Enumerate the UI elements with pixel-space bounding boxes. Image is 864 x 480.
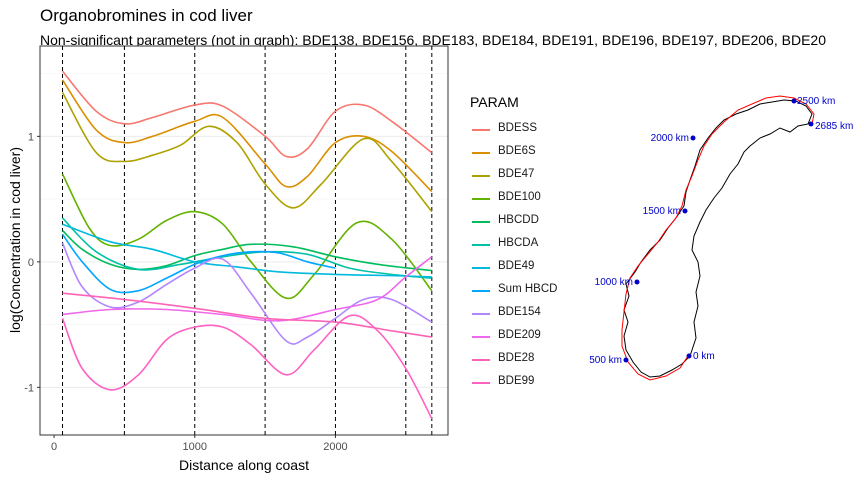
legend-swatch (472, 336, 490, 338)
series-line-bde99 (61, 314, 433, 420)
legend-item: BDE6S (470, 143, 600, 163)
legend-swatch (472, 267, 490, 269)
legend-swatch (472, 152, 490, 154)
series-line-bde100 (61, 173, 433, 300)
legend-label: BDE100 (498, 191, 541, 203)
legend-label: BDE49 (498, 260, 535, 272)
legend-label: HBCDA (498, 237, 539, 249)
legend-swatch (472, 382, 490, 384)
legend-label: BDE209 (498, 329, 541, 341)
series-line-bde154 (61, 242, 433, 345)
series-line-bde6s (61, 79, 433, 193)
y-axis: -1 0 1 (24, 131, 40, 394)
x-tick-label: 1000 (183, 441, 207, 453)
legend-item: BDE100 (470, 189, 600, 209)
legend-swatch (472, 198, 490, 200)
y-tick-label: -1 (24, 382, 34, 394)
legend-item: BDE49 (470, 258, 600, 278)
legend-label: BDE28 (498, 352, 535, 364)
series-line-hbcdd (61, 229, 432, 272)
x-tick-label: 0 (51, 441, 57, 453)
legend-label: BDE99 (498, 375, 535, 387)
x-axis: 0 1000 2000 (51, 435, 348, 453)
legend-item: BDE28 (470, 350, 600, 370)
legend-swatch (472, 359, 490, 361)
legend-item: HBCDD (470, 212, 600, 232)
series-line-bde47 (61, 92, 433, 213)
x-axis-title: Distance along coast (179, 457, 309, 473)
chart-subtitle: Non-significant parameters (not in graph… (40, 32, 826, 48)
series-line-bde49 (62, 223, 432, 278)
legend-title: PARAM (470, 94, 519, 110)
plot-panel (40, 46, 448, 435)
legend-swatch (472, 244, 490, 246)
series-line-hbcda (61, 217, 432, 279)
legend-swatch (472, 221, 490, 223)
legend-swatch (472, 313, 490, 315)
series-line-bde209 (62, 256, 433, 322)
legend-item: HBCDA (470, 235, 600, 255)
legend-item: BDE99 (470, 373, 600, 393)
y-axis-title: log(Concentration in cod liver) (7, 147, 23, 333)
legend-label: BDE6S (498, 145, 536, 157)
legend-item: BDE154 (470, 304, 600, 324)
gridlines (39, 45, 449, 436)
legend-label: BDE47 (498, 168, 535, 180)
panel-border (39, 45, 449, 436)
legend-item: BDE209 (470, 327, 600, 347)
series-line-sum-hbcd (61, 233, 336, 294)
legend-item: BDE47 (470, 166, 600, 186)
x-tick-label: 2000 (323, 441, 347, 453)
legend-label: Sum HBCD (498, 283, 558, 295)
legend-label: BDESS (498, 122, 537, 134)
legend-label: HBCDD (498, 214, 539, 226)
y-tick-label: 1 (28, 131, 34, 143)
legend-item: BDESS (470, 120, 600, 140)
legend-item: Sum HBCD (470, 281, 600, 301)
chart-title: Organobromines in cod liver (40, 6, 253, 25)
series-lines (61, 70, 433, 420)
legend-label: BDE154 (498, 306, 541, 318)
y-tick-label: 0 (28, 257, 34, 269)
series-line-bdess (61, 70, 433, 158)
legend-swatch (472, 290, 490, 292)
series-line-bde28 (62, 292, 432, 338)
legend-swatch (472, 175, 490, 177)
legend-swatch (472, 129, 490, 131)
